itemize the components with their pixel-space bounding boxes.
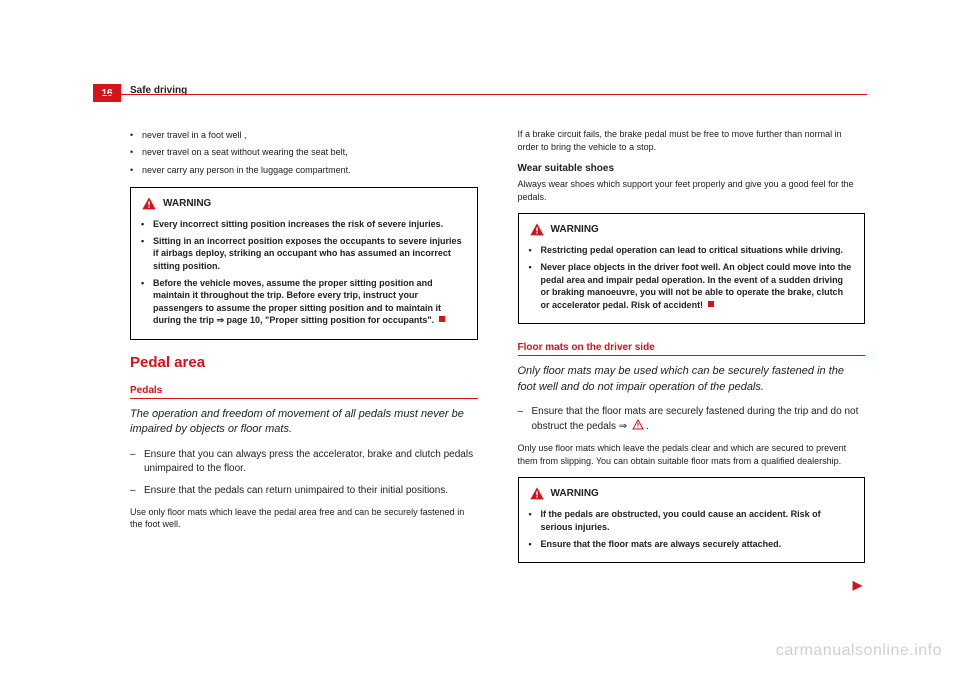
- warning-item: •Sitting in an incorrect position expose…: [141, 235, 467, 273]
- shoes-para: Always wear shoes which support your fee…: [518, 178, 866, 203]
- bullet-text: never carry any person in the luggage co…: [142, 163, 351, 177]
- bullet-dot: •: [529, 538, 541, 551]
- bullet-dot: •: [130, 163, 142, 177]
- continue-arrow-icon: ▶: [853, 578, 862, 592]
- warning-triangle-icon: [632, 419, 644, 431]
- warning-text: Restricting pedal operation can lead to …: [541, 244, 844, 257]
- left-column: •never travel in a foot well , •never tr…: [130, 128, 478, 618]
- end-marker-icon: [439, 316, 445, 322]
- warning-item: •Before the vehicle moves, assume the pr…: [141, 277, 467, 327]
- dash-icon: –: [518, 405, 532, 434]
- bullet-dot: •: [141, 277, 153, 327]
- right-column: If a brake circuit fails, the brake peda…: [518, 128, 866, 618]
- floor-mats-intro: Only floor mats may be used which can be…: [518, 364, 866, 395]
- step-text: Ensure that the floor mats are securely …: [532, 405, 866, 434]
- page-root: { "header": { "page_number": "16", "chap…: [0, 0, 960, 678]
- bullet-text: never travel in a foot well ,: [142, 128, 247, 142]
- step-text-suffix: .: [646, 421, 649, 432]
- subsection-heading-floor-mats: Floor mats on the driver side: [518, 342, 866, 356]
- content-columns: •never travel in a foot well , •never tr…: [130, 128, 865, 618]
- end-marker-icon: [708, 301, 714, 307]
- warning-title: WARNING: [163, 197, 211, 211]
- warning-item: •Restricting pedal operation can lead to…: [529, 244, 855, 257]
- step-item: –Ensure that you can always press the ac…: [130, 448, 478, 476]
- warning-heading: WARNING: [141, 196, 467, 212]
- warning-text: Before the vehicle moves, assume the pro…: [153, 277, 467, 327]
- shoes-subhead: Wear suitable shoes: [518, 163, 866, 174]
- pedals-bottom-note: Use only floor mats which leave the peda…: [130, 506, 478, 531]
- brake-circuit-para: If a brake circuit fails, the brake peda…: [518, 128, 866, 153]
- warning-text: If the pedals are obstructed, you could …: [541, 508, 855, 533]
- step-text: Ensure that you can always press the acc…: [144, 448, 478, 476]
- pedals-steps: –Ensure that you can always press the ac…: [130, 448, 478, 498]
- warning-text-inner: Never place objects in the driver foot w…: [541, 262, 852, 310]
- warning-heading: WARNING: [529, 222, 855, 238]
- floor-mats-steps: – Ensure that the floor mats are securel…: [518, 405, 866, 434]
- warning-item: •Every incorrect sitting position increa…: [141, 218, 467, 231]
- bullet-item: •never carry any person in the luggage c…: [130, 163, 478, 177]
- floor-mats-bottom-para: Only use floor mats which leave the peda…: [518, 442, 866, 467]
- warning-text: Sitting in an incorrect position exposes…: [153, 235, 467, 273]
- bullet-dot: •: [130, 128, 142, 142]
- bullet-text: never travel on a seat without wearing t…: [142, 145, 348, 159]
- warning-text: Every incorrect sitting position increas…: [153, 218, 443, 231]
- bullet-item: •never travel in a foot well ,: [130, 128, 478, 142]
- bullet-dot: •: [141, 235, 153, 273]
- warning-item: •Ensure that the floor mats are always s…: [529, 538, 855, 551]
- warning-text: Ensure that the floor mats are always se…: [541, 538, 782, 551]
- section-heading-pedal-area: Pedal area: [130, 354, 478, 371]
- warning-title: WARNING: [551, 487, 599, 501]
- pedals-intro: The operation and freedom of movement of…: [130, 407, 478, 438]
- warning-box-1: WARNING •Every incorrect sitting positio…: [130, 187, 478, 340]
- watermark-text: carmanualsonline.info: [776, 642, 942, 660]
- step-item: –Ensure that the pedals can return unimp…: [130, 484, 478, 498]
- intro-bullets: •never travel in a foot well , •never tr…: [130, 128, 478, 177]
- warning-heading: WARNING: [529, 486, 855, 502]
- page-number: 16: [101, 88, 112, 99]
- page-number-badge: 16: [93, 84, 121, 102]
- bullet-dot: •: [130, 145, 142, 159]
- warning-triangle-icon: [529, 486, 545, 502]
- bullet-dot: •: [529, 244, 541, 257]
- step-text-prefix: Ensure that the floor mats are securely …: [532, 406, 859, 432]
- bullet-dot: •: [141, 218, 153, 231]
- bullet-item: •never travel on a seat without wearing …: [130, 145, 478, 159]
- header-rule: [93, 94, 867, 95]
- warning-box-2: WARNING •Restricting pedal operation can…: [518, 213, 866, 324]
- dash-icon: –: [130, 484, 144, 498]
- warning-triangle-icon: [529, 222, 545, 238]
- warning-item: •If the pedals are obstructed, you could…: [529, 508, 855, 533]
- bullet-dot: •: [529, 508, 541, 533]
- warning-title: WARNING: [551, 223, 599, 237]
- step-item: – Ensure that the floor mats are securel…: [518, 405, 866, 434]
- bullet-dot: •: [529, 261, 541, 311]
- warning-box-3: WARNING •If the pedals are obstructed, y…: [518, 477, 866, 563]
- dash-icon: –: [130, 448, 144, 476]
- warning-triangle-icon: [141, 196, 157, 212]
- warning-text-inner: Before the vehicle moves, assume the pro…: [153, 278, 441, 326]
- step-text: Ensure that the pedals can return unimpa…: [144, 484, 448, 498]
- warning-item: •Never place objects in the driver foot …: [529, 261, 855, 311]
- warning-text: Never place objects in the driver foot w…: [541, 261, 855, 311]
- subsection-heading-pedals: Pedals: [130, 385, 478, 399]
